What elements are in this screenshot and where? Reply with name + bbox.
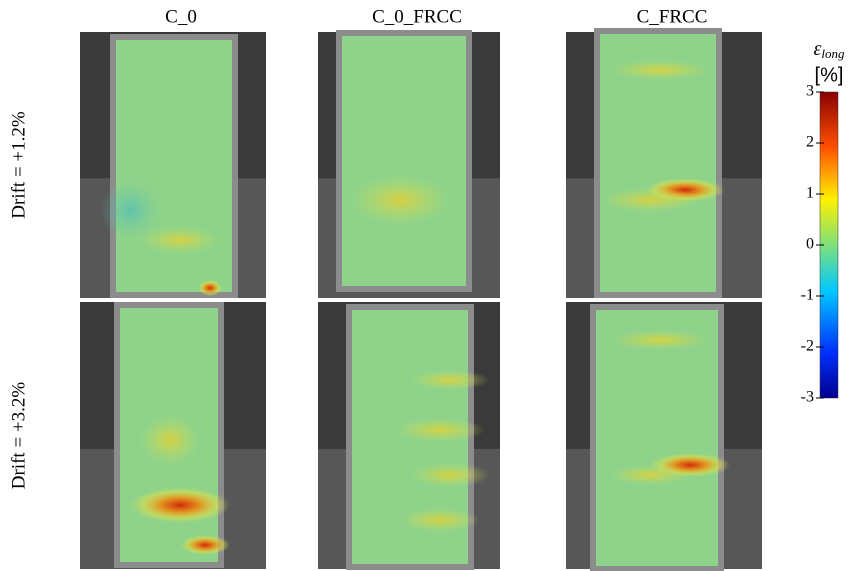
strain-concentration	[198, 280, 222, 296]
strain-concentration	[100, 180, 160, 240]
strain-field	[116, 40, 232, 292]
colorbar-tick-label: 1	[806, 185, 814, 202]
colorbar-tick-label: 0	[806, 236, 814, 253]
column-header: C_FRCC	[637, 6, 708, 27]
colorbar-tick-label: 3	[806, 83, 814, 100]
strain-concentration	[600, 188, 700, 212]
colorbar-tick-label: -1	[801, 287, 814, 304]
panels	[80, 28, 762, 571]
symbol: ε	[813, 38, 821, 60]
strain-concentration	[410, 463, 490, 487]
colorbar-tick-label: -3	[801, 389, 814, 406]
strain-field	[342, 36, 466, 286]
colorbar-tick-label: 2	[806, 134, 814, 151]
strain-concentration	[350, 175, 450, 225]
subscript: long	[821, 46, 845, 61]
strain-concentration	[180, 535, 230, 555]
strain-concentration	[610, 60, 710, 80]
strain-concentration	[610, 465, 690, 485]
colorbar-symbol: εlong	[813, 38, 845, 61]
colorbar-unit: [%]	[815, 64, 844, 86]
colorbar-tick-label: -2	[801, 338, 814, 355]
column-header: C_0_FRCC	[372, 6, 462, 27]
strain-concentration	[140, 415, 200, 465]
strain-concentration	[130, 487, 230, 523]
figure: εlong [%] C_0 C_0_FRCC C_FRCC Drift = +1.2%…	[0, 0, 848, 571]
strain-concentration	[410, 370, 490, 390]
row-label: Drift = +1.2%	[8, 111, 29, 219]
strain-concentration	[395, 418, 485, 442]
strain-concentration	[400, 508, 480, 532]
strain-concentration	[610, 330, 710, 350]
row-label: Drift = +3.2%	[8, 382, 29, 490]
column-header: C_0	[165, 6, 197, 27]
